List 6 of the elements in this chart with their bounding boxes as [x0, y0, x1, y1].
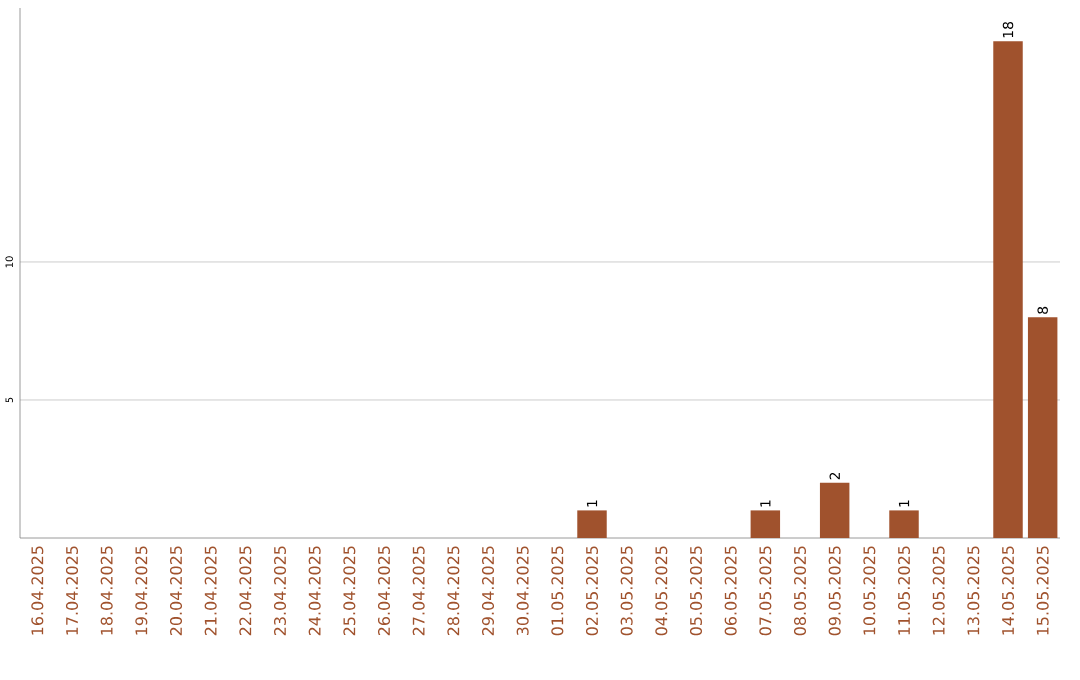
bar	[750, 510, 781, 538]
bar	[577, 510, 607, 538]
bar	[819, 482, 850, 538]
bar	[1027, 317, 1058, 538]
bar	[889, 510, 919, 538]
bar	[993, 41, 1023, 538]
